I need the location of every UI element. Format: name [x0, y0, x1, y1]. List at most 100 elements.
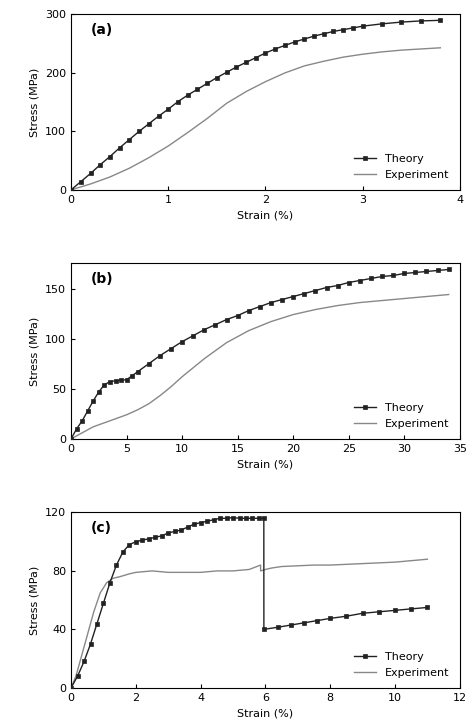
- Theory: [289, 620, 294, 629]
- Theory: [237, 514, 242, 523]
- Theory: [357, 276, 363, 285]
- Theory: [344, 612, 349, 620]
- Theory: [97, 160, 103, 169]
- Theory: [408, 605, 414, 613]
- Experiment: [146, 153, 152, 162]
- Theory: [124, 375, 129, 384]
- Theory: [211, 515, 217, 524]
- Theory: [91, 397, 96, 405]
- Experiment: [168, 382, 174, 391]
- Theory: [272, 45, 278, 54]
- Experiment: [379, 296, 385, 305]
- Theory: [321, 30, 327, 38]
- Experiment: [97, 589, 103, 597]
- Experiment: [438, 43, 443, 52]
- Experiment: [344, 560, 349, 568]
- Theory: [81, 657, 87, 666]
- Theory: [390, 272, 396, 280]
- Theory: [243, 514, 249, 523]
- Theory: [114, 560, 119, 569]
- Experiment: [133, 568, 139, 577]
- Theory: [178, 526, 184, 534]
- Theory: [118, 376, 124, 384]
- Theory: [214, 73, 219, 82]
- Experiment: [110, 574, 116, 583]
- Theory: [217, 514, 223, 523]
- Experiment: [282, 69, 288, 77]
- Theory: [360, 609, 365, 618]
- Line: Theory: Theory: [69, 515, 429, 689]
- Experiment: [79, 429, 85, 437]
- Experiment: [399, 46, 404, 54]
- Experiment: [335, 301, 340, 310]
- Theory: [301, 289, 307, 298]
- Experiment: [113, 414, 118, 423]
- Experiment: [165, 568, 171, 577]
- X-axis label: Strain (%): Strain (%): [237, 459, 293, 469]
- Theory: [146, 359, 152, 368]
- Experiment: [263, 77, 268, 86]
- Theory: [101, 380, 107, 389]
- Experiment: [179, 372, 185, 381]
- Experiment: [224, 338, 229, 347]
- Theory: [425, 603, 430, 612]
- Theory: [68, 434, 74, 443]
- Theory: [253, 54, 258, 62]
- Experiment: [73, 672, 79, 681]
- Experiment: [68, 434, 74, 443]
- Experiment: [279, 562, 284, 571]
- Experiment: [418, 45, 424, 54]
- Experiment: [246, 565, 252, 574]
- Experiment: [91, 422, 96, 431]
- Line: Theory: Theory: [69, 268, 450, 440]
- Experiment: [328, 560, 333, 569]
- Theory: [194, 85, 200, 93]
- Experiment: [204, 114, 210, 123]
- Theory: [139, 536, 145, 544]
- Theory: [204, 517, 210, 526]
- X-axis label: Strain (%): Strain (%): [237, 210, 293, 220]
- Theory: [379, 20, 385, 28]
- Theory: [418, 17, 424, 25]
- Theory: [346, 278, 352, 287]
- Theory: [88, 639, 93, 648]
- Legend: Theory, Experiment: Theory, Experiment: [350, 648, 454, 682]
- Theory: [261, 625, 267, 634]
- Experiment: [312, 306, 318, 314]
- Theory: [146, 119, 152, 128]
- Experiment: [263, 565, 268, 574]
- Theory: [250, 514, 255, 523]
- Theory: [314, 616, 320, 625]
- Theory: [224, 315, 229, 324]
- Theory: [340, 25, 346, 34]
- Line: Experiment: Experiment: [71, 295, 449, 439]
- Theory: [75, 672, 81, 681]
- Theory: [328, 614, 333, 623]
- Experiment: [243, 88, 249, 96]
- Theory: [312, 286, 318, 295]
- Theory: [261, 514, 267, 523]
- Experiment: [198, 568, 203, 577]
- Theory: [279, 295, 285, 304]
- Experiment: [408, 556, 414, 565]
- Experiment: [101, 418, 107, 427]
- Theory: [113, 376, 118, 385]
- Line: Theory: Theory: [69, 19, 442, 192]
- Text: (c): (c): [91, 521, 111, 535]
- Theory: [74, 424, 80, 433]
- Y-axis label: Stress (MPa): Stress (MPa): [29, 67, 39, 137]
- Theory: [179, 337, 185, 346]
- Experiment: [157, 392, 163, 400]
- Theory: [275, 623, 281, 631]
- Experiment: [224, 99, 229, 108]
- Theory: [257, 302, 263, 311]
- Theory: [198, 518, 203, 527]
- Theory: [301, 35, 307, 43]
- Theory: [172, 527, 178, 536]
- Theory: [78, 177, 83, 186]
- Theory: [191, 520, 197, 529]
- Experiment: [117, 573, 122, 581]
- Line: Experiment: Experiment: [71, 48, 440, 190]
- Text: (a): (a): [91, 23, 113, 37]
- Theory: [335, 281, 340, 290]
